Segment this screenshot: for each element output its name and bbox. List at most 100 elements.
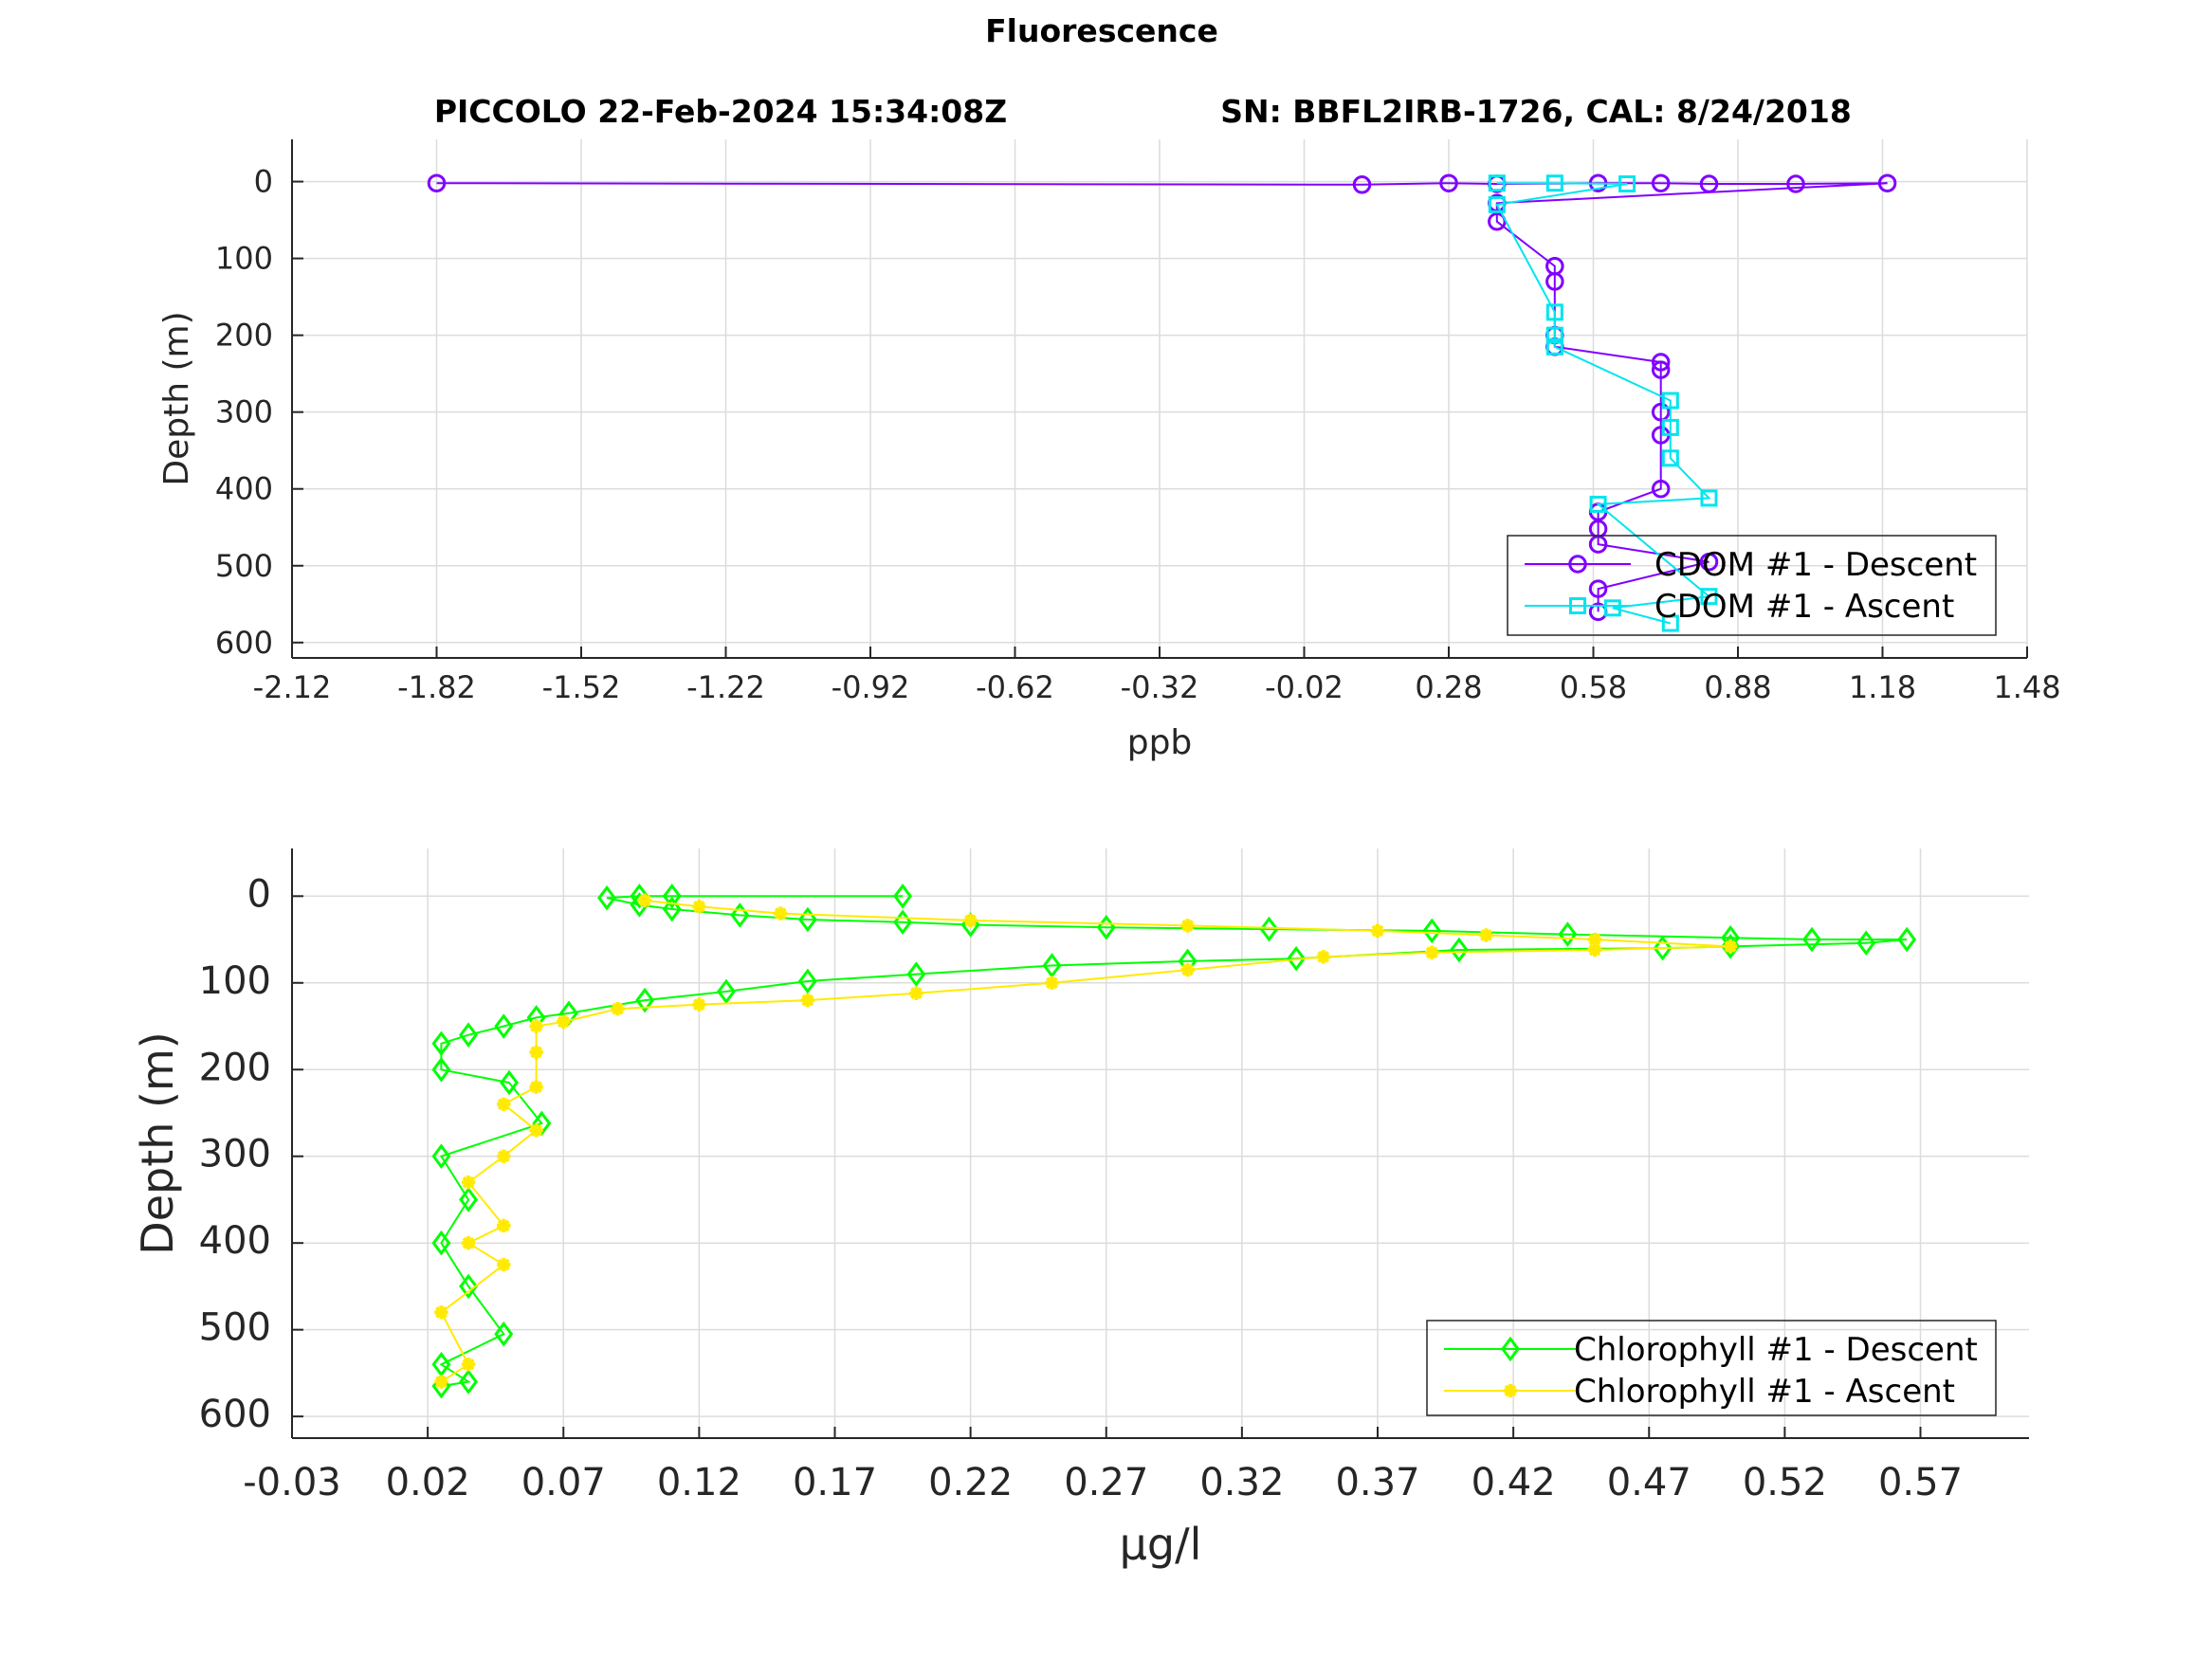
y-tick-label: 500	[215, 548, 273, 584]
data-point	[1618, 175, 1636, 193]
data-point	[431, 1230, 451, 1256]
data-point	[1180, 919, 1195, 933]
data-point	[797, 906, 817, 933]
x-tick-label: -0.92	[832, 669, 910, 705]
data-point	[1588, 579, 1608, 598]
data-point	[1558, 921, 1578, 947]
data-point	[1661, 418, 1679, 436]
y-axis-label: Depth (m)	[157, 311, 196, 485]
data-point	[1856, 930, 1876, 957]
data-point	[459, 1187, 479, 1212]
data-point	[1449, 937, 1469, 963]
legend-entry: Chlorophyll #1 - Ascent	[1574, 1373, 1955, 1411]
data-point	[1699, 174, 1719, 193]
chlorophyll-chart: -0.03 0.02 0.07 0.12 0.17 0.22 0.27 0.32 0.37 0.4…	[132, 848, 2029, 1570]
data-point	[461, 1175, 476, 1190]
data-point	[1545, 337, 1563, 356]
data-point	[434, 1305, 448, 1320]
y-tick-label: 300	[199, 1133, 271, 1176]
data-point	[1422, 918, 1442, 944]
y-axis-label: Depth (m)	[132, 1031, 183, 1254]
x-tick-label: -2.12	[253, 669, 332, 705]
x-tick-label: 0.37	[1335, 1461, 1419, 1504]
data-point	[461, 1358, 476, 1372]
data-point	[494, 1013, 514, 1039]
data-point	[497, 1218, 511, 1233]
data-point	[459, 1369, 479, 1395]
data-point	[1545, 272, 1564, 291]
y-tick-label: 300	[215, 394, 273, 430]
y-tick-label: 100	[199, 959, 271, 1003]
data-point	[427, 173, 447, 192]
x-tick-label: -1.52	[542, 669, 621, 705]
y-tick-label: 600	[199, 1393, 271, 1436]
data-point	[597, 884, 617, 911]
data-point	[1699, 552, 1719, 572]
data-point	[637, 893, 652, 908]
data-point	[497, 1097, 511, 1112]
data-point	[1287, 945, 1307, 972]
legend-box	[1507, 535, 1997, 636]
data-point	[431, 1143, 451, 1170]
legend-swatch-marker	[1503, 1383, 1518, 1398]
data-point	[692, 997, 706, 1012]
figure-title: Fluorescence	[985, 12, 1218, 49]
x-tick-label: -0.32	[1121, 669, 1199, 705]
legend-swatch-marker	[1501, 1336, 1520, 1362]
data-point	[529, 1019, 543, 1033]
data-point	[730, 902, 750, 928]
data-point	[1651, 173, 1671, 192]
data-point	[1488, 211, 1507, 231]
x-tick-label: 0.07	[521, 1461, 606, 1504]
x-tick-label: 0.88	[1704, 669, 1771, 705]
data-point	[1661, 392, 1679, 410]
data-point	[800, 993, 815, 1008]
data-point	[1651, 402, 1671, 422]
x-axis-label: ppb	[1127, 723, 1193, 762]
data-point	[557, 1014, 571, 1030]
x-tick-label: 0.22	[928, 1461, 1013, 1504]
x-tick-label: 1.48	[1993, 669, 2060, 705]
legend-swatch-marker	[1569, 597, 1586, 614]
x-tick-label: -1.82	[397, 669, 476, 705]
data-point	[692, 900, 706, 914]
data-point	[1651, 360, 1671, 379]
data-point	[431, 1056, 451, 1083]
data-point	[1259, 916, 1279, 942]
series-line	[1495, 182, 1711, 625]
data-point	[774, 906, 788, 921]
data-point	[1661, 614, 1679, 632]
data-point	[1700, 588, 1718, 606]
series-1	[1488, 174, 1718, 632]
series-1	[434, 893, 1738, 1389]
data-point	[635, 987, 655, 1013]
x-tick-label: 0.17	[793, 1461, 877, 1504]
data-point	[1723, 939, 1738, 954]
subtitle-calibration: SN: BBFL2IRB-1726, CAL: 8/24/2018	[1220, 93, 1852, 130]
data-point	[497, 1257, 511, 1272]
data-point	[1488, 174, 1506, 192]
x-tick-label: 0.28	[1415, 669, 1482, 705]
x-tick-label: -1.22	[686, 669, 765, 705]
legend: Chlorophyll #1 - Descent Chlorophyll #1 -…	[1426, 1320, 1997, 1416]
y-tick-label: 0	[247, 872, 271, 916]
data-point	[662, 896, 682, 922]
data-point	[909, 986, 923, 1000]
legend-entry: CDOM #1 - Ascent	[1654, 588, 1954, 626]
x-axis-label: μg/l	[1120, 1519, 1202, 1570]
data-point	[1877, 173, 1897, 192]
data-point	[1180, 962, 1195, 977]
subtitle-instrument: PICCOLO 22-Feb-2024 15:34:08Z	[434, 93, 1007, 130]
data-point	[1661, 449, 1679, 467]
x-tick-label: -0.03	[243, 1461, 341, 1504]
data-point	[611, 1002, 625, 1016]
data-point	[1897, 926, 1917, 953]
data-point	[497, 1149, 511, 1163]
data-point	[1316, 950, 1330, 964]
legend: CDOM #1 - Descent CDOM #1 - Ascent	[1507, 535, 1997, 636]
series-line	[439, 895, 1908, 1388]
data-point	[1587, 932, 1602, 947]
data-point	[1802, 926, 1821, 953]
data-point	[630, 884, 649, 909]
data-point	[529, 1045, 543, 1060]
